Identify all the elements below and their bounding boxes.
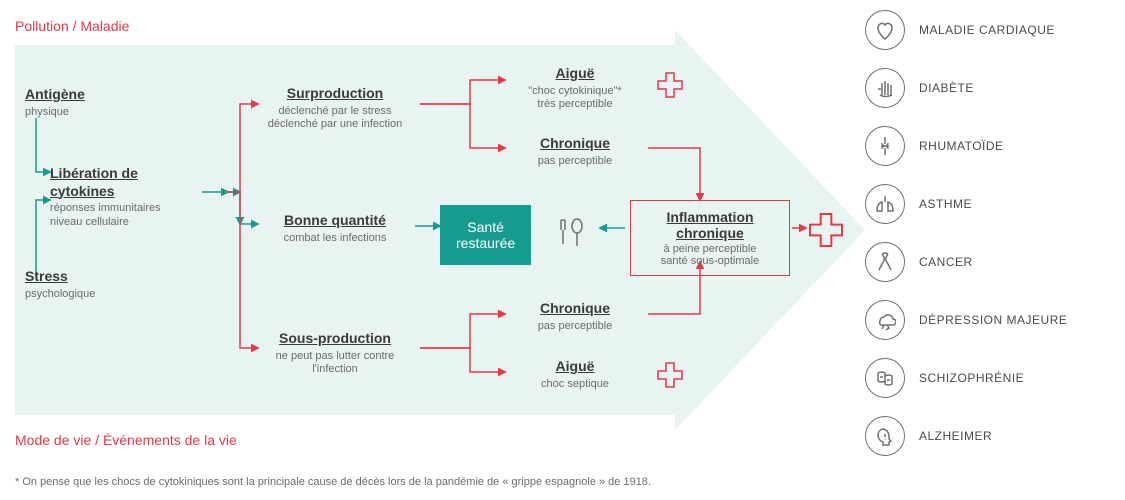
node-title: Inflammation chronique [643,209,777,241]
node-sub: ne peut pas lutter contre l'infection [245,350,425,378]
joint-icon [865,126,905,166]
node-sub: réponses immunitaires niveau cellulaire [50,202,200,230]
masks-icon [865,358,905,398]
disease-label: RHUMATOÏDE [919,139,1004,153]
disease-label: DÉPRESSION MAJEURE [919,313,1067,327]
disease-row: ASTHME [865,184,1110,224]
node-antigen: Antigène physique [25,86,115,119]
medical-cross-icon [655,70,685,105]
node-underproduction: Sous-production ne peut pas lutter contr… [245,330,425,377]
health-line1: Santé [456,219,515,235]
disease-list: MALADIE CARDIAQUE DIABÈTE RHUMATOÏDE ASTHME… [865,10,1110,474]
cloud-icon [865,300,905,340]
node-title: Antigène [25,86,115,104]
node-sub: physique [25,106,115,120]
disease-row: MALADIE CARDIAQUE [865,10,1110,50]
footnote: * On pense que les chocs de cytokiniques… [15,476,651,488]
disease-label: ALZHEIMER [919,429,992,443]
node-title: Libération de cytokines [50,165,200,200]
heart-icon [865,10,905,50]
disease-row: RHUMATOÏDE [865,126,1110,166]
node-title: Aiguë [500,358,650,376]
node-title: Bonne quantité [250,212,420,230]
lungs-icon [865,184,905,224]
node-sub: combat les infections [250,232,420,246]
node-chronic-inflammation: Inflammation chronique à peine perceptib… [630,200,790,276]
node-sub: pas perceptible [500,320,650,334]
node-title: Sous-production [245,330,425,348]
node-cytokines: Libération de cytokines réponses immunit… [50,165,200,230]
node-sub: psychologique [25,288,115,302]
top-context-label: Pollution / Maladie [15,18,129,34]
node-title: Aiguë [500,65,650,83]
health-line2: restaurée [456,235,515,251]
node-sub: à peine perceptible santé sous-optimale [643,243,777,267]
disease-label: MALADIE CARDIAQUE [919,23,1055,37]
node-sub: choc septique [500,378,650,392]
disease-row: SCHIZOPHRÉNIE [865,358,1110,398]
ribbon-icon [865,242,905,282]
node-sub: déclenché par le stress déclenché par un… [245,105,425,133]
head-icon [865,416,905,456]
bottom-context-label: Mode de vie / Événements de la vie [15,432,237,448]
disease-row: DIABÈTE [865,68,1110,108]
node-overproduction: Surproduction déclenché par le stress dé… [245,85,425,132]
node-chronic-top: Chronique pas perceptible [500,135,650,168]
node-title: Surproduction [245,85,425,103]
node-acute-top: Aiguë "choc cytokinique"* très perceptib… [500,65,650,112]
medical-cross-icon [806,210,846,255]
disease-row: ALZHEIMER [865,416,1110,456]
disease-label: SCHIZOPHRÉNIE [919,371,1024,385]
node-sub: "choc cytokinique"* très perceptible [500,85,650,113]
disease-row: DÉPRESSION MAJEURE [865,300,1110,340]
node-title: Chronique [500,300,650,318]
node-title: Chronique [500,135,650,153]
node-stress: Stress psychologique [25,268,115,301]
medical-cross-icon [655,360,685,395]
node-health-restored: Santé restaurée [440,205,531,265]
diagram-canvas: Pollution / Maladie Mode de vie / Événem… [0,0,1125,500]
node-good-quantity: Bonne quantité combat les infections [250,212,420,245]
node-sub: pas perceptible [500,155,650,169]
node-chronic-bot: Chronique pas perceptible [500,300,650,333]
disease-row: CANCER [865,242,1110,282]
disease-label: DIABÈTE [919,81,974,95]
disease-label: ASTHME [919,197,972,211]
utensils-icon [555,218,589,253]
disease-label: CANCER [919,255,973,269]
node-title: Stress [25,268,115,286]
node-acute-bot: Aiguë choc septique [500,358,650,391]
hand-icon [865,68,905,108]
